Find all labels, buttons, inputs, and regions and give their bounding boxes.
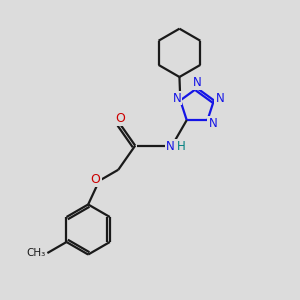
- Text: O: O: [115, 112, 125, 125]
- Text: N: N: [215, 92, 224, 105]
- Text: N: N: [172, 92, 181, 104]
- Text: CH₃: CH₃: [27, 248, 46, 258]
- Text: N: N: [208, 117, 217, 130]
- Text: H: H: [177, 140, 186, 153]
- Text: N: N: [166, 140, 175, 153]
- Text: N: N: [193, 76, 202, 89]
- Text: O: O: [91, 172, 100, 185]
